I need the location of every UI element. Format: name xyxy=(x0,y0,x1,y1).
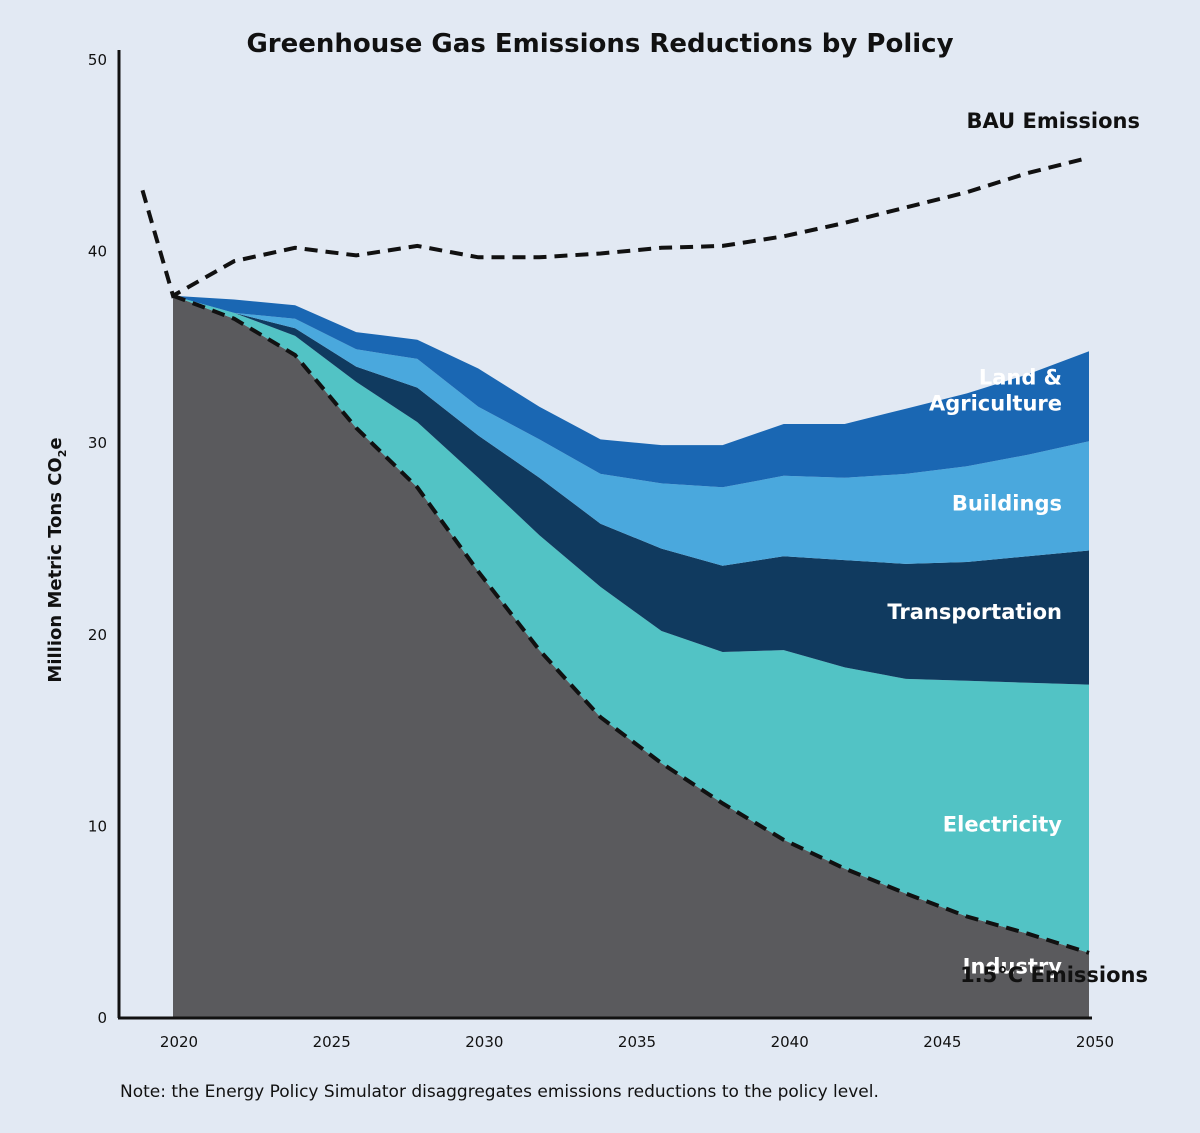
area-land-agriculture xyxy=(173,295,1089,488)
x-tick-label: 2040 xyxy=(771,1033,809,1051)
target-emissions-label: 1.5°C Emissions xyxy=(960,963,1148,987)
area-industry xyxy=(173,295,1089,1018)
target-emissions-line xyxy=(172,293,1090,955)
y-tick-label: 50 xyxy=(88,51,107,69)
y-axis-label: Million Metric Tons CO2e xyxy=(45,437,69,682)
y-tick-label: 20 xyxy=(88,626,107,644)
area-label-buildings: Buildings xyxy=(952,492,1062,516)
x-tick-label: 2045 xyxy=(923,1033,961,1051)
axes xyxy=(117,50,1092,1020)
area-label-transportation: Transportation xyxy=(887,600,1062,624)
chart-title: Greenhouse Gas Emissions Reductions by P… xyxy=(246,29,953,59)
area-buildings xyxy=(173,295,1089,566)
area-electricity xyxy=(173,295,1089,953)
y-tick-label: 30 xyxy=(88,434,107,452)
area-label-industry: Industry xyxy=(963,954,1063,978)
x-tick-label: 2020 xyxy=(160,1033,198,1051)
area-labels: Land & Agriculture Buildings Transportation… xyxy=(887,366,1062,979)
bau-emissions-label: BAU Emissions xyxy=(967,109,1140,133)
x-tick-label: 2025 xyxy=(313,1033,351,1051)
area-label-electricity: Electricity xyxy=(943,812,1063,836)
stacked-areas xyxy=(173,295,1089,1018)
y-tick-label: 40 xyxy=(88,243,107,261)
x-tick-label: 2035 xyxy=(618,1033,656,1051)
area-label-land-agriculture: Land & Agriculture xyxy=(929,366,1062,416)
y-tick-label: 10 xyxy=(88,817,107,835)
reference-lines xyxy=(140,155,1090,955)
chart-note: Note: the Energy Policy Simulator disagg… xyxy=(120,1082,879,1102)
area-transportation xyxy=(173,295,1089,685)
x-tick-label: 2030 xyxy=(465,1033,503,1051)
y-tick-label: 0 xyxy=(97,1009,107,1027)
bau-emissions-line xyxy=(140,155,1090,299)
x-tick-label: 2050 xyxy=(1076,1033,1114,1051)
